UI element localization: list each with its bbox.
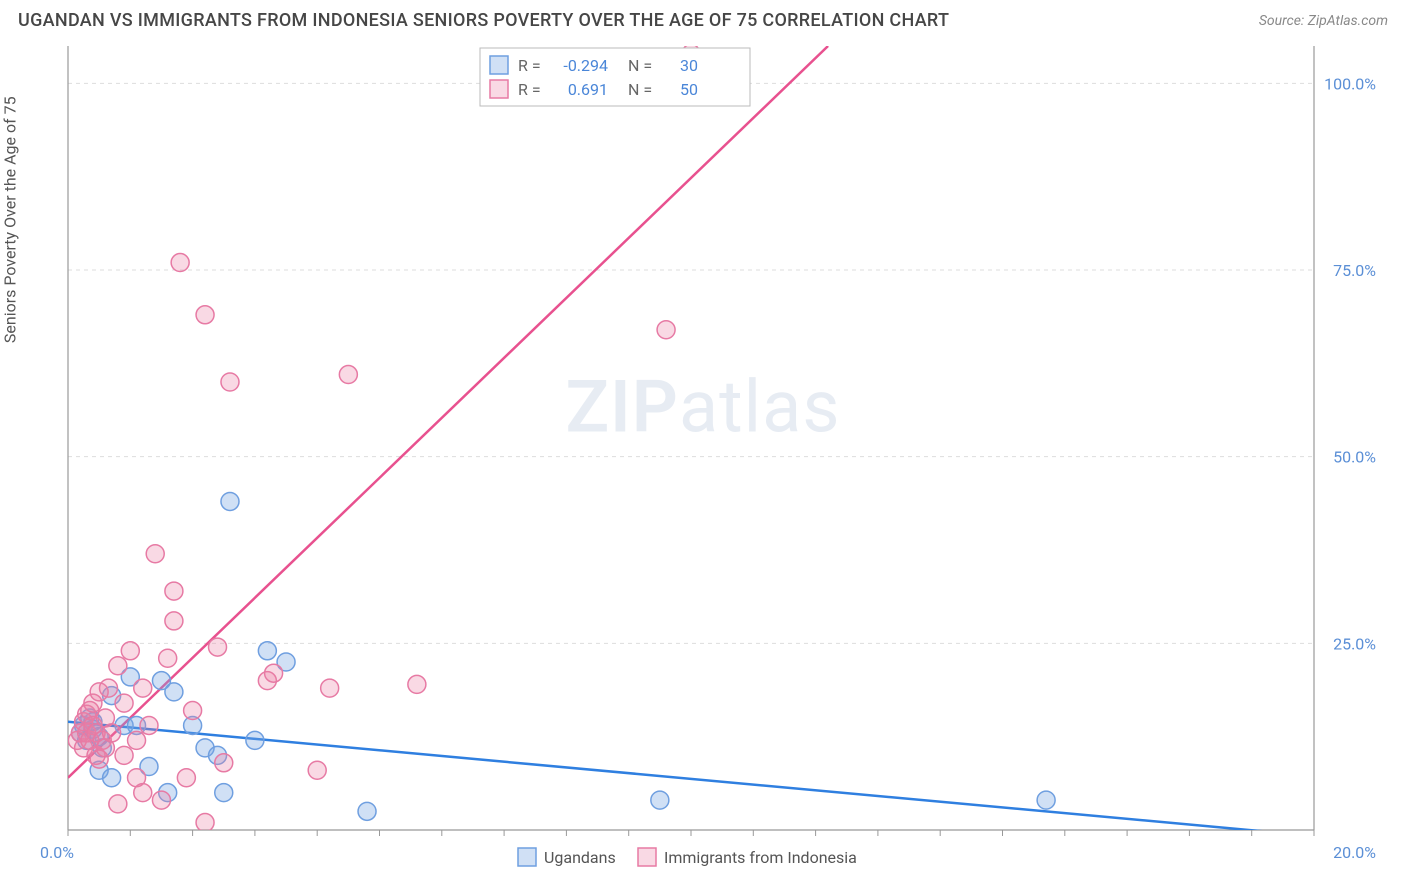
svg-text:-0.294: -0.294 — [563, 56, 608, 75]
svg-text:30: 30 — [680, 56, 698, 75]
svg-text:100.0%: 100.0% — [1324, 74, 1376, 93]
svg-text:50: 50 — [680, 80, 698, 99]
svg-text:20.0%: 20.0% — [1333, 843, 1376, 862]
svg-text:25.0%: 25.0% — [1333, 634, 1376, 653]
svg-text:Ugandans: Ugandans — [544, 848, 616, 867]
svg-text:R =: R = — [518, 80, 541, 99]
chart-header: UGANDAN VS IMMIGRANTS FROM INDONESIA SEN… — [0, 0, 1406, 37]
svg-text:0.691: 0.691 — [568, 80, 608, 99]
chart-title: UGANDAN VS IMMIGRANTS FROM INDONESIA SEN… — [18, 10, 949, 31]
svg-text:Immigrants from Indonesia: Immigrants from Indonesia — [664, 848, 857, 867]
scatter-chart: 25.0% 50.0% 75.0% 100.0% 0.0% 20.0% R = -0.294 N… — [18, 40, 1388, 874]
svg-text:0.0%: 0.0% — [40, 843, 74, 862]
svg-text:N =: N = — [628, 56, 652, 75]
source-attribution: Source: ZipAtlas.com — [1259, 13, 1388, 29]
svg-text:75.0%: 75.0% — [1333, 261, 1376, 280]
y-axis-label: Seniors Poverty Over the Age of 75 — [1, 96, 20, 343]
svg-text:R =: R = — [518, 56, 541, 75]
svg-text:50.0%: 50.0% — [1333, 448, 1376, 467]
chart-area: Seniors Poverty Over the Age of 75 25.0%… — [18, 40, 1388, 874]
svg-text:N =: N = — [628, 80, 652, 99]
